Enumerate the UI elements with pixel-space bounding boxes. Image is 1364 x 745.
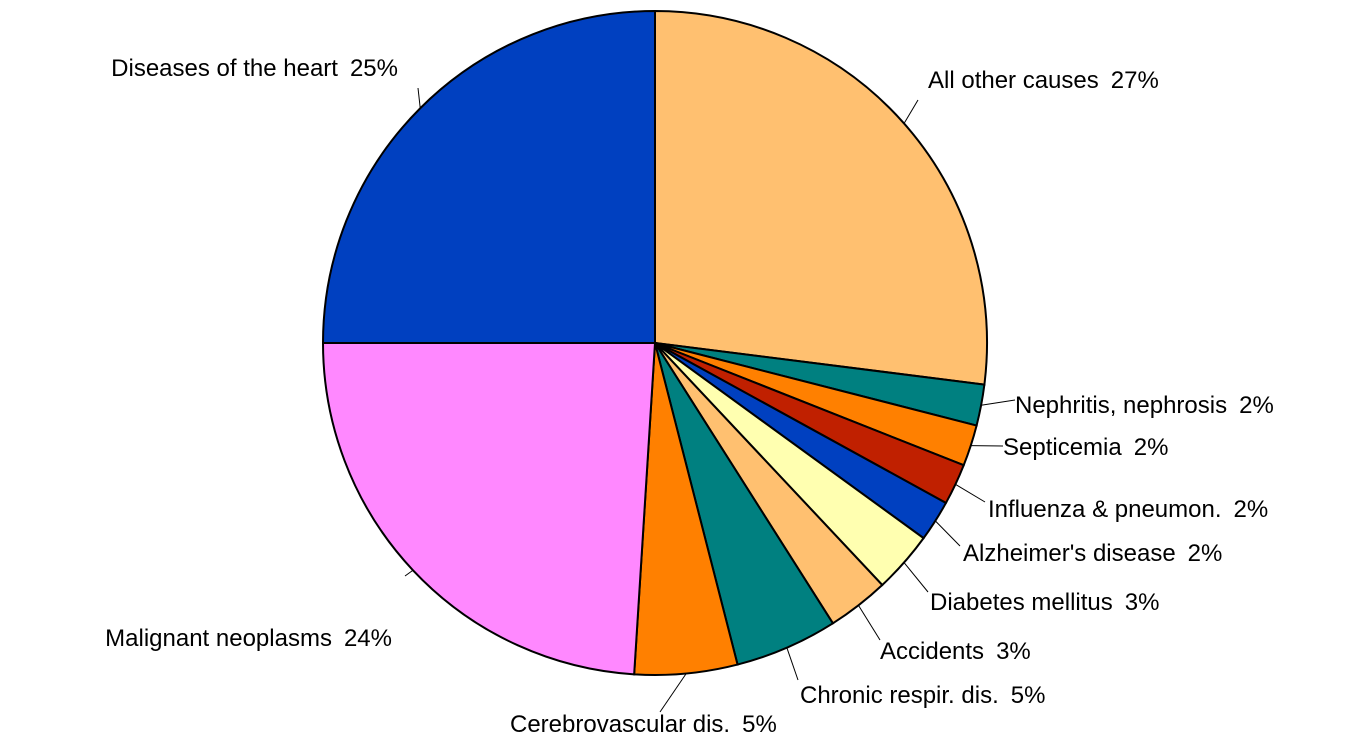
- slice-value-label: 24%: [344, 625, 392, 652]
- slice-name: Septicemia: [1003, 434, 1122, 461]
- leader-line: [981, 399, 1016, 406]
- slice-label: Chronic respir. dis. 5%: [800, 682, 1045, 709]
- slice-value-label: 2%: [1188, 540, 1223, 567]
- leader-line: [858, 605, 881, 641]
- slice-label: All other causes 27%: [928, 67, 1159, 94]
- slice-value-label: 2%: [1134, 434, 1169, 461]
- slice-name: Diseases of the heart: [111, 55, 338, 82]
- leader-line: [934, 520, 961, 547]
- slice-name: Accidents: [880, 638, 984, 665]
- pie-slice: [321, 9, 656, 344]
- slice-name: Diabetes mellitus: [930, 589, 1113, 616]
- slice-value-label: 3%: [1125, 589, 1160, 616]
- slice-label: Alzheimer's disease 2%: [963, 540, 1222, 567]
- slice-name: All other causes: [928, 67, 1099, 94]
- slice-label: Diabetes mellitus 3%: [930, 589, 1159, 616]
- slice-label: Cerebrovascular dis. 5%: [510, 711, 777, 738]
- leader-line: [404, 569, 414, 577]
- slice-label: Nephritis, nephrosis 2%: [1015, 392, 1274, 419]
- slice-name: Nephritis, nephrosis: [1015, 392, 1227, 419]
- slice-value-label: 2%: [1234, 496, 1269, 523]
- slice-label: Accidents 3%: [880, 638, 1031, 665]
- slice-value-label: 2%: [1239, 392, 1274, 419]
- slice-name: Influenza & pneumon.: [988, 496, 1222, 523]
- slice-name: Malignant neoplasms: [105, 625, 332, 652]
- slice-value-label: 25%: [350, 55, 398, 82]
- leader-line: [786, 647, 799, 681]
- pie-slice: [654, 9, 988, 386]
- leader-line: [955, 483, 986, 503]
- slice-label: Septicemia 2%: [1003, 434, 1168, 461]
- leader-line: [659, 673, 687, 713]
- slice-value-label: 3%: [996, 638, 1031, 665]
- pie-slice: [321, 342, 657, 676]
- slice-value-label: 27%: [1111, 67, 1159, 94]
- slice-value-label: 5%: [1011, 682, 1046, 709]
- slice-name: Alzheimer's disease: [963, 540, 1176, 567]
- slice-value-label: 5%: [742, 711, 777, 738]
- slice-label: Influenza & pneumon. 2%: [988, 496, 1268, 523]
- slice-name: Cerebrovascular dis.: [510, 711, 730, 738]
- slice-label: Malignant neoplasms 24%: [105, 625, 392, 652]
- leader-line: [417, 87, 421, 109]
- leader-line: [903, 562, 929, 593]
- slice-name: Chronic respir. dis.: [800, 682, 999, 709]
- leader-line: [903, 99, 919, 124]
- slice-label: Diseases of the heart 25%: [111, 55, 398, 82]
